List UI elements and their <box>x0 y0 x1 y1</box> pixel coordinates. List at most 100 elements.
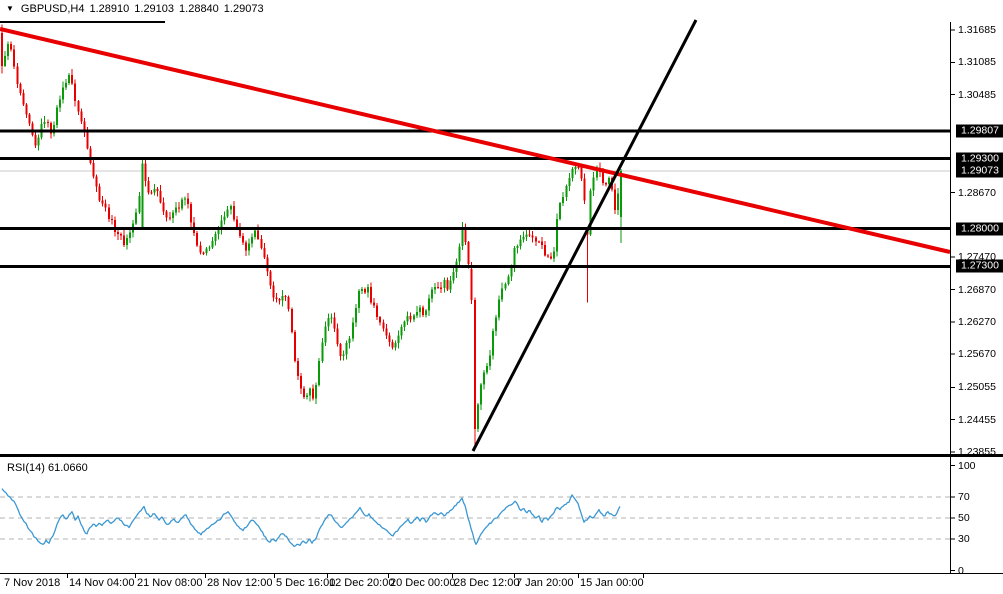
price-badge-1.29300: 1.29300 <box>956 152 1003 166</box>
time-axis-label: 7 Nov 2018 <box>4 577 61 589</box>
candle-body <box>19 84 22 94</box>
candle-body <box>351 322 354 339</box>
candle-body <box>461 228 464 246</box>
candle-body <box>504 283 507 289</box>
close-value: 1.29073 <box>223 3 264 15</box>
candle-body <box>16 66 19 85</box>
candle-body <box>7 43 10 56</box>
candle-body <box>162 202 165 212</box>
candle-body <box>196 232 199 246</box>
candle-body <box>232 205 235 220</box>
candle-body <box>37 137 40 146</box>
candle-body <box>226 209 229 217</box>
candle-body <box>74 83 77 102</box>
candle-body <box>171 212 174 218</box>
candle-body <box>562 196 565 203</box>
candle-body <box>184 198 186 200</box>
candle-body <box>174 207 177 213</box>
price-axis-label: 1.26270 <box>958 315 996 328</box>
candle-body <box>327 317 330 327</box>
candle-body <box>275 297 278 299</box>
candle-body <box>52 125 55 134</box>
candle-body <box>223 216 226 221</box>
candle-body <box>104 203 107 208</box>
candle-body <box>302 388 305 398</box>
candle-body <box>360 288 363 292</box>
candle-body <box>281 295 284 301</box>
candle-body <box>510 266 513 277</box>
time-axis-label: 28 Dec 12:00 <box>454 577 520 589</box>
candle-body <box>98 186 101 201</box>
candle-body <box>62 87 64 100</box>
candle-body <box>354 307 357 323</box>
candle-body <box>229 205 232 210</box>
candle-body <box>516 245 519 249</box>
candle-body <box>211 240 214 248</box>
candle-body <box>363 288 366 293</box>
candle-body <box>1 32 3 66</box>
candle-body <box>391 341 394 348</box>
candle-body <box>550 256 552 259</box>
candle-body <box>324 326 327 343</box>
candle-body <box>77 101 80 112</box>
candle-body <box>202 252 205 254</box>
trendline-ascending-support[interactable] <box>471 19 698 452</box>
candle-body <box>449 280 452 290</box>
candle-body <box>388 335 391 342</box>
candle-body <box>147 180 150 193</box>
candle-body <box>540 241 543 245</box>
candle-body <box>489 355 491 367</box>
candle-body <box>31 123 34 136</box>
candle-body <box>80 111 83 122</box>
candle-body <box>312 388 315 399</box>
candle-body <box>373 302 376 306</box>
candle-body <box>534 237 537 242</box>
candle-body <box>498 299 501 318</box>
price-axis-label: 1.30485 <box>958 88 996 101</box>
candle-body <box>119 234 122 236</box>
candle-body <box>187 198 190 205</box>
price-axis-label: 1.25670 <box>958 348 996 361</box>
time-axis-label: 7 Jan 20:00 <box>516 577 574 589</box>
candle-body <box>177 207 180 209</box>
candle-body <box>418 307 421 313</box>
candle-body <box>437 286 440 289</box>
candle-body <box>367 287 369 293</box>
candle-body <box>65 83 68 88</box>
candle-body <box>537 241 540 243</box>
rsi-indicator-label: RSI(14) 61.0660 <box>7 462 88 474</box>
candle-body <box>10 43 13 50</box>
candle-body <box>92 163 95 177</box>
candle-body <box>440 287 443 289</box>
candle-body <box>278 298 281 301</box>
rsi-axis-label: 100 <box>958 459 976 472</box>
candle-body <box>592 177 595 191</box>
candle-body <box>379 317 382 323</box>
candle-body <box>126 237 129 246</box>
candle-body <box>577 166 580 169</box>
collapse-triangle-icon[interactable]: ▼ <box>6 4 14 13</box>
candle-body <box>376 305 379 318</box>
candle-body <box>43 122 46 124</box>
candle-body <box>220 220 223 230</box>
time-axis-label: 5 Dec 16:00 <box>276 577 336 589</box>
candle-body <box>589 190 592 235</box>
candle-body <box>412 315 415 320</box>
ohlc-header: ▼ GBPUSD,H4 1.28910 1.29103 1.28840 1.29073 <box>6 3 264 15</box>
candle-body <box>507 276 510 284</box>
candle-body <box>287 297 290 310</box>
price-badge-1.28000: 1.28000 <box>956 222 1003 236</box>
trendline-descending-resistance[interactable] <box>0 27 951 254</box>
candle-body <box>296 360 299 376</box>
rsi-axis-label: 30 <box>958 533 970 545</box>
candle-body <box>464 228 467 243</box>
candle-body <box>156 189 159 191</box>
candle-body <box>574 166 577 170</box>
candle-body <box>336 328 339 345</box>
candle-body <box>479 384 482 405</box>
time-axis-label: 15 Jan 00:00 <box>580 577 644 589</box>
candle-body <box>345 342 348 355</box>
candle-body <box>382 322 385 329</box>
